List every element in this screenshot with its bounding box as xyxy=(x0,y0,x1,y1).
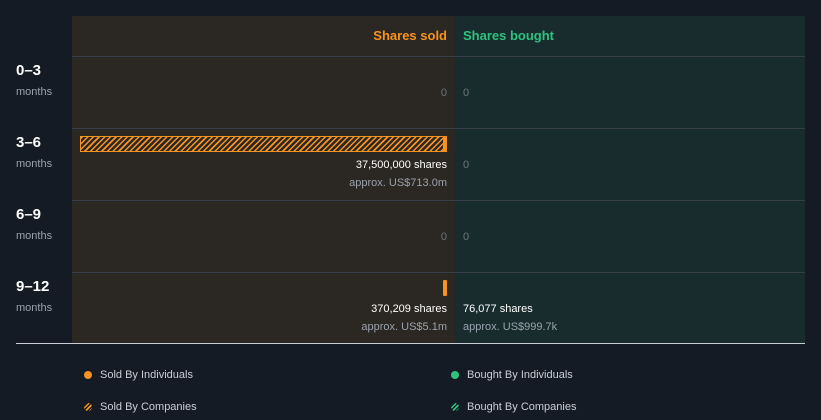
shares-bought-zero: 0 xyxy=(463,87,470,99)
period-unit-label: months xyxy=(16,86,53,98)
row-divider xyxy=(72,272,805,273)
bought-panel xyxy=(455,16,805,343)
row-divider xyxy=(72,128,805,129)
legend-item-label: Sold By Companies xyxy=(100,401,197,413)
shares-sold-zero: 0 xyxy=(440,231,447,243)
legend-item-label: Sold By Individuals xyxy=(100,369,193,381)
legend-dot-icon xyxy=(84,371,92,379)
sold-by-individuals-bar xyxy=(443,136,447,152)
shares-sold-approx-value: approx. US$5.1m xyxy=(361,321,447,333)
period-unit-label: months xyxy=(16,230,53,242)
legend-item-label: Bought By Individuals xyxy=(467,369,573,381)
shares-bought-zero: 0 xyxy=(463,231,470,243)
shares-sold-zero: 0 xyxy=(440,87,447,99)
shares-bought-zero: 0 xyxy=(463,159,470,171)
shares-sold-approx-value: approx. US$713.0m xyxy=(349,177,447,189)
period-label: 6–9 xyxy=(16,206,42,223)
shares-bought-header: Shares bought xyxy=(463,28,555,43)
legend-hatched-dot-icon xyxy=(451,403,459,411)
shares-bought-approx-value: approx. US$999.7k xyxy=(463,321,558,333)
chart-baseline xyxy=(16,343,805,344)
period-unit-label: months xyxy=(16,158,53,170)
legend-hatched-dot-icon xyxy=(84,403,92,411)
period-label: 0–3 xyxy=(16,62,42,79)
legend-dot-icon xyxy=(451,371,459,379)
period-label: 9–12 xyxy=(16,278,50,295)
shares-sold-header: Shares sold xyxy=(373,28,447,43)
row-divider xyxy=(72,56,805,57)
row-divider xyxy=(72,200,805,201)
sold-panel xyxy=(72,16,455,343)
legend-item-label: Bought By Companies xyxy=(467,401,577,413)
sold-by-companies-bar xyxy=(80,136,447,152)
shares-bought-value: 76,077 shares xyxy=(463,303,533,315)
period-unit-label: months xyxy=(16,302,53,314)
sold-by-individuals-bar xyxy=(443,280,447,296)
shares-sold-value: 370,209 shares xyxy=(371,303,447,315)
shares-sold-value: 37,500,000 shares xyxy=(355,159,447,171)
period-label: 3–6 xyxy=(16,134,42,151)
